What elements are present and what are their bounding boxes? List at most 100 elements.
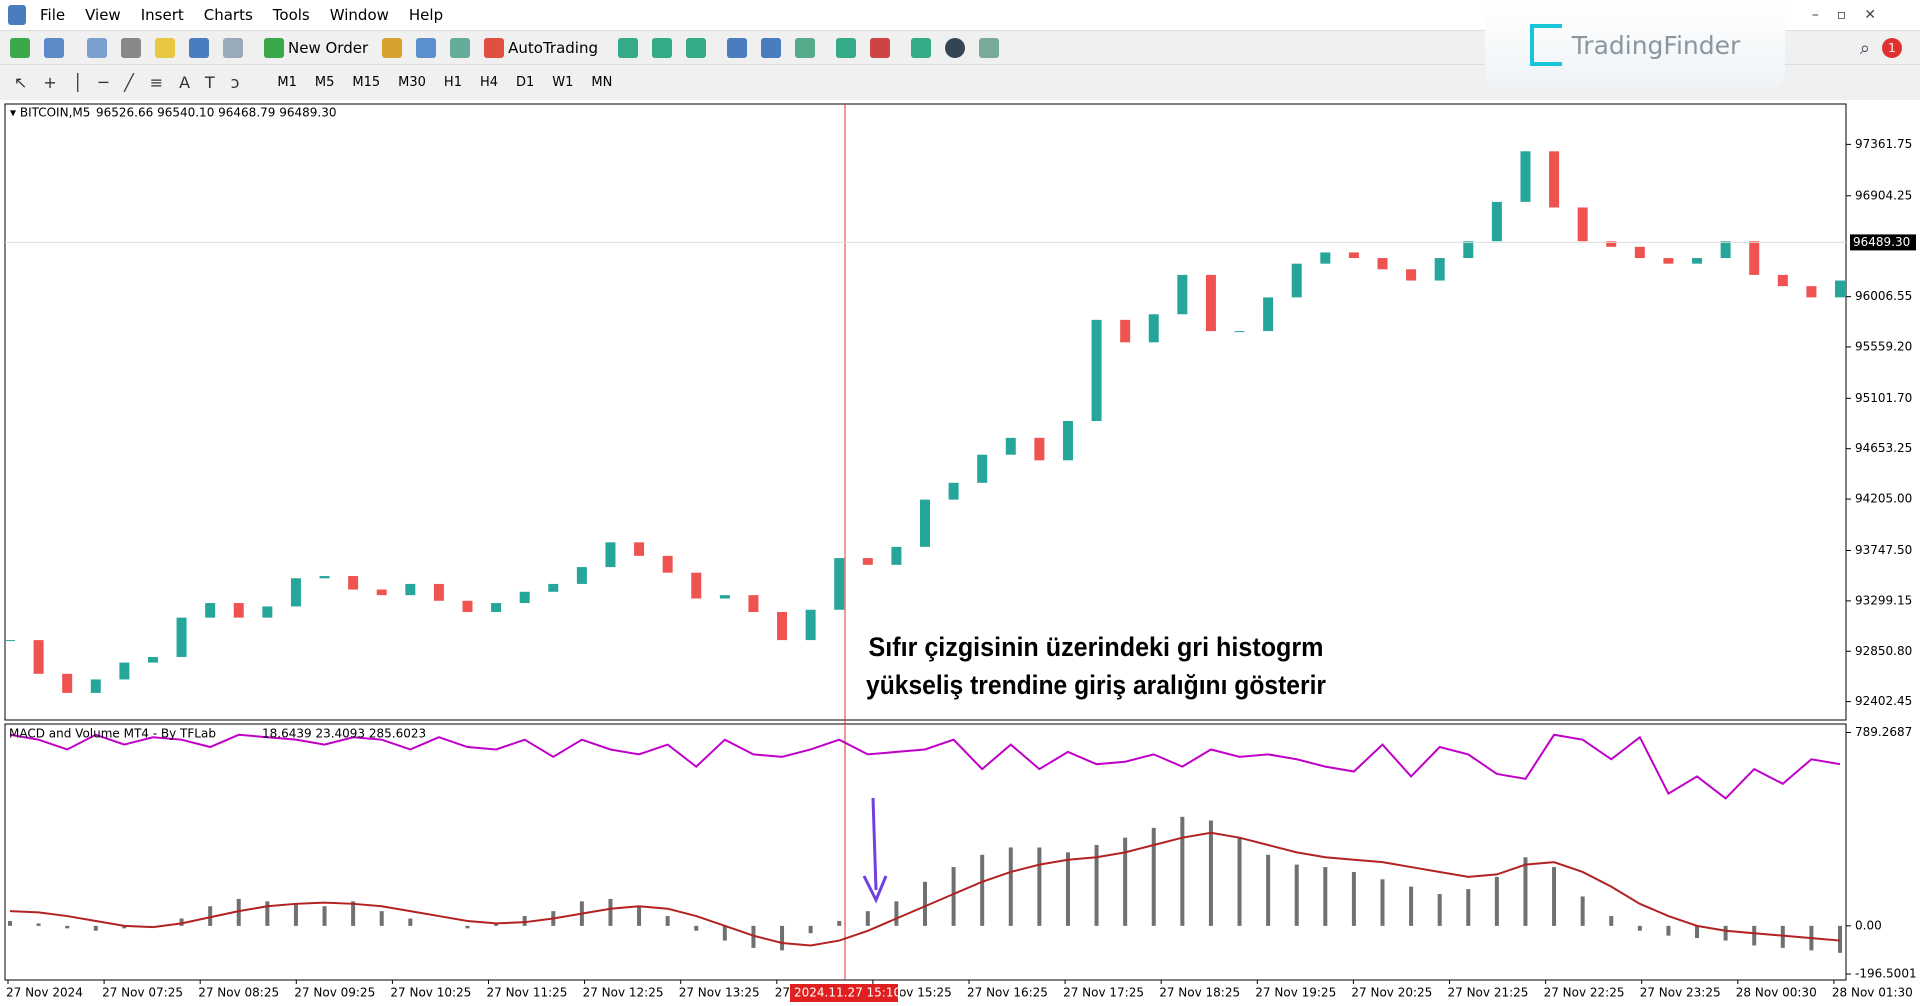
candle (1062, 420, 1073, 461)
histogram-bar (1180, 816, 1185, 926)
x-tick-label: 27 Nov 21:25 (1448, 986, 1529, 1000)
timeframe-button[interactable]: H4 (479, 74, 499, 90)
candle-chart-button[interactable] (652, 38, 672, 58)
menu-item[interactable]: Help (408, 6, 444, 24)
timeframe-button[interactable]: W1 (552, 74, 574, 90)
menu-item[interactable]: File (40, 6, 66, 24)
drawing-tools[interactable]: ↖+│─╱≡ATↄ (14, 72, 256, 92)
candle (1692, 258, 1703, 264)
histogram-bar (1609, 916, 1614, 926)
shift-button[interactable] (870, 38, 890, 58)
scroll-button[interactable] (836, 38, 856, 58)
x-tick-label: 27 Nov 10:25 (390, 986, 471, 1000)
candle (1291, 263, 1302, 298)
market-button[interactable] (450, 38, 471, 58)
candle (634, 542, 645, 556)
histogram-bar (236, 898, 241, 926)
histogram-bar (694, 925, 699, 931)
candle (548, 583, 559, 592)
candle (1491, 201, 1502, 242)
indicator-pane (4, 723, 1847, 981)
timeframe-button[interactable]: D1 (516, 74, 535, 90)
histogram-bar (1294, 864, 1299, 926)
histogram-bar (865, 911, 870, 926)
arrow (862, 797, 888, 904)
timeframe-button[interactable]: MN (591, 74, 613, 90)
histogram-bar (1838, 925, 1842, 953)
candle (1263, 297, 1274, 332)
notification-badge[interactable]: 1 (1882, 38, 1902, 58)
window-controls[interactable]: –▫✕ (1811, 7, 1894, 23)
histogram-bar (408, 918, 413, 926)
y-tick-label: 93299.15 (1855, 593, 1912, 607)
candle (1320, 252, 1331, 264)
candle (605, 542, 616, 568)
timeframe-button[interactable]: M5 (314, 74, 335, 90)
new-order-button[interactable]: New Order (288, 39, 369, 57)
zoom-out-button[interactable] (761, 38, 781, 58)
histogram-bar (208, 906, 213, 926)
y-tick-label: 96006.55 (1855, 289, 1912, 303)
metaeditor-button[interactable] (382, 38, 403, 58)
x-tick-label: 27 Nov 20:25 (1351, 986, 1432, 1000)
candle (1777, 274, 1788, 287)
menu-item[interactable]: Window (329, 6, 389, 24)
market-watch-button[interactable] (87, 38, 107, 58)
timeframe-button[interactable]: M30 (398, 74, 426, 90)
zoom-in-button[interactable] (727, 38, 747, 58)
terminal-button[interactable] (189, 38, 209, 58)
signals-button[interactable] (416, 38, 437, 58)
y-tick-label: 92402.45 (1855, 694, 1912, 708)
histogram-bar (1752, 925, 1757, 946)
histogram-bar (122, 925, 127, 929)
tile-button[interactable] (795, 38, 815, 58)
bar-chart-button[interactable] (618, 38, 638, 58)
profiles-button[interactable] (44, 38, 64, 58)
favorites-button[interactable] (155, 38, 175, 58)
histogram-bar (1780, 925, 1785, 948)
tester-button[interactable] (223, 38, 243, 58)
candle (891, 546, 902, 565)
timeframe-button[interactable]: H1 (443, 74, 462, 90)
chart-area: 97361.75 96904.25 96006.55 95559.20 95101.70… (0, 100, 1920, 1006)
menu-item[interactable]: Insert (140, 6, 184, 24)
navigator-button[interactable] (121, 38, 141, 58)
histogram-bar (293, 903, 298, 926)
x-tick-label: 27 Nov 19:25 (1255, 986, 1336, 1000)
x-tick-label: 27 Nov 23:25 (1640, 986, 1721, 1000)
autotrading-button[interactable]: AutoTrading (508, 39, 598, 57)
timeframe-button[interactable]: M1 (277, 74, 297, 90)
volume-line (9, 733, 1841, 800)
chart-title: ▾ BITCOIN,M5 (10, 106, 90, 120)
menu-item[interactable]: View (85, 6, 121, 24)
candle (462, 600, 473, 613)
histogram-bar (637, 906, 642, 926)
histogram-bar (1494, 876, 1499, 926)
price-pane (4, 103, 1847, 721)
new-chart-button[interactable] (10, 38, 30, 58)
histogram-bar (1380, 879, 1385, 926)
histogram-bar (608, 898, 613, 926)
templates-button[interactable] (979, 38, 999, 58)
histogram-bar (1580, 896, 1585, 926)
x-tick-label: 27 Nov 17:25 (1063, 986, 1144, 1000)
menu-item[interactable]: Tools (272, 6, 310, 24)
x-tick-label: 27 Nov 2024 (6, 986, 83, 1000)
histogram-bar (379, 911, 384, 926)
y-tick-label: 0.00 (1855, 918, 1882, 932)
candle (319, 576, 330, 579)
candle (1749, 241, 1760, 275)
candle (805, 609, 816, 641)
candle (119, 662, 130, 680)
candle (719, 595, 730, 599)
indicators-button[interactable] (911, 38, 931, 58)
line-chart-button[interactable] (686, 38, 706, 58)
search-button[interactable]: ⌕ (1859, 37, 1870, 59)
candle (147, 656, 158, 663)
menu-item[interactable]: Charts (203, 6, 253, 24)
candle (920, 499, 930, 547)
timeframe-button[interactable]: M15 (352, 74, 381, 90)
histogram-bar (1266, 854, 1271, 926)
periods-button[interactable] (945, 38, 965, 58)
